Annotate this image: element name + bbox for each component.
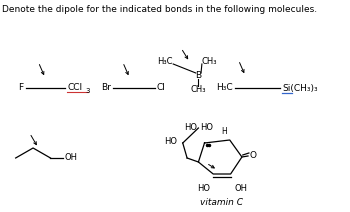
Text: Si(CH₃)₃: Si(CH₃)₃ xyxy=(282,84,317,92)
Text: Br: Br xyxy=(101,84,111,92)
Text: OH: OH xyxy=(64,153,77,163)
Text: CH₃: CH₃ xyxy=(191,85,206,95)
Text: vitamin C: vitamin C xyxy=(201,198,243,207)
Text: HO: HO xyxy=(197,184,210,193)
Text: CH₃: CH₃ xyxy=(202,57,217,67)
Text: H₃C: H₃C xyxy=(157,57,172,67)
Text: HO: HO xyxy=(184,124,197,132)
Text: CCl: CCl xyxy=(67,84,82,92)
Text: O: O xyxy=(250,152,257,160)
Text: 3: 3 xyxy=(85,88,90,94)
Text: HO: HO xyxy=(200,124,213,132)
Text: H₃C: H₃C xyxy=(216,84,232,92)
Text: Denote the dipole for the indicated bonds in the following molecules.: Denote the dipole for the indicated bond… xyxy=(2,5,317,14)
Text: Cl: Cl xyxy=(157,84,166,92)
Text: HO: HO xyxy=(164,138,177,146)
Text: F: F xyxy=(18,84,23,92)
Text: H: H xyxy=(222,127,228,137)
Text: OH: OH xyxy=(234,184,247,193)
Text: B: B xyxy=(195,71,202,80)
